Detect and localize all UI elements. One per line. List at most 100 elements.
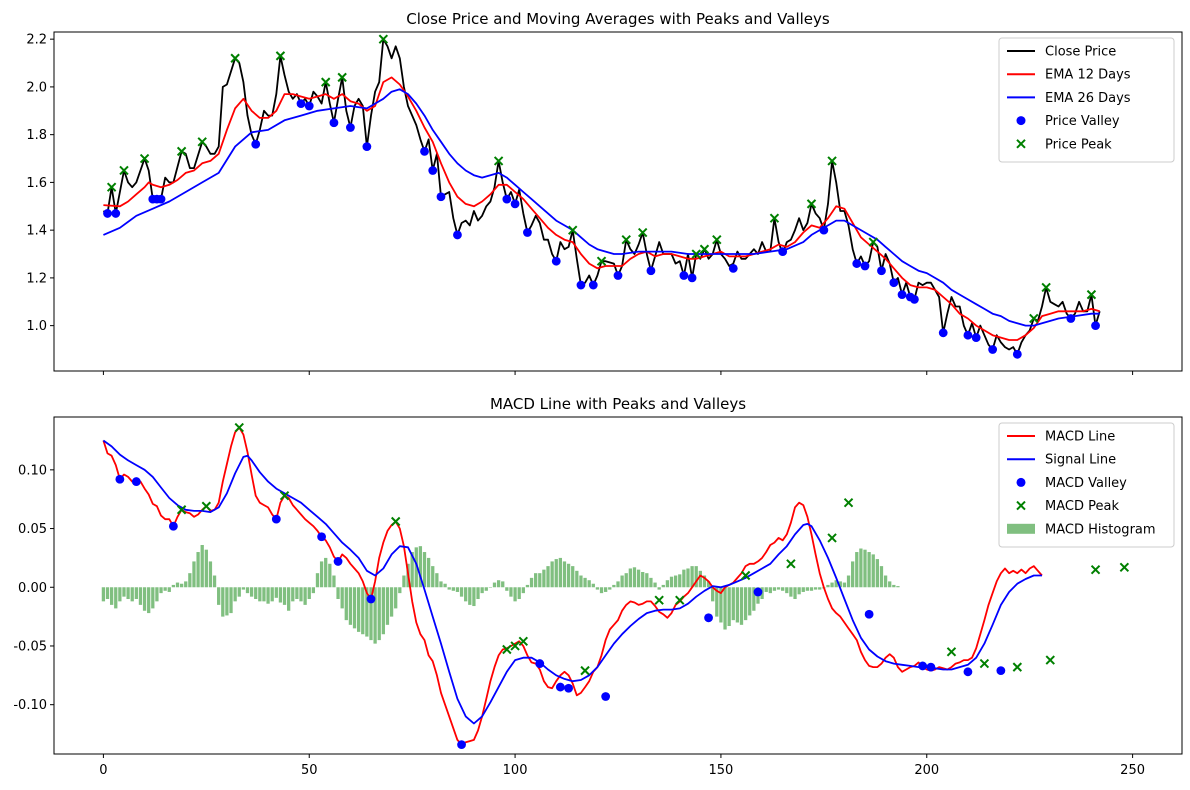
valley-marker [317, 532, 326, 542]
valley-marker [502, 194, 512, 204]
histogram-bar [743, 587, 748, 621]
histogram-bar [661, 584, 665, 588]
valley-marker [646, 266, 656, 276]
histogram-bar [690, 566, 694, 588]
valley-marker [1066, 314, 1076, 323]
histogram-bar [558, 557, 563, 588]
histogram-bar [525, 584, 530, 588]
valley-marker [918, 661, 928, 671]
histogram-bar [451, 587, 455, 591]
histogram-bar [521, 587, 525, 594]
legend: Close Price EMA 12 Days EMA 26 Days Price V… [998, 37, 1175, 163]
legend-box [998, 422, 1175, 548]
legend-label: EMA 12 Days [1045, 68, 1131, 83]
histogram-bar [422, 552, 427, 588]
y-tick-label: 1.6 [26, 176, 47, 191]
histogram-bar [550, 561, 554, 588]
histogram-bar [632, 567, 637, 588]
histogram-bar [612, 584, 616, 588]
histogram-bar [237, 587, 241, 597]
valley-marker [601, 692, 611, 701]
histogram-bar [488, 587, 493, 588]
peak-marker [1086, 289, 1097, 300]
histogram-bar [208, 561, 213, 588]
histogram-bar [789, 587, 793, 597]
histogram-bar [311, 587, 316, 594]
histogram-bar [365, 587, 369, 637]
histogram-bar [126, 587, 130, 600]
histogram-bar [196, 552, 200, 588]
x-tick-label: 100 [503, 763, 528, 778]
histogram-bar [373, 587, 377, 644]
legend-label: Close Price [1045, 45, 1116, 60]
axes-frame [53, 31, 1183, 372]
histogram-bar [114, 587, 118, 609]
valley-marker [251, 139, 261, 149]
valley-marker [1012, 349, 1022, 359]
histogram-bar [151, 587, 155, 609]
histogram-bar [332, 575, 336, 588]
valley-marker [971, 333, 981, 342]
histogram-bar [583, 577, 587, 588]
histogram-bar [575, 570, 579, 588]
histogram-bar [867, 552, 871, 588]
histogram-bar [147, 587, 151, 614]
histogram-bar [439, 581, 443, 588]
valley-marker [704, 613, 713, 623]
valley-marker [877, 266, 886, 276]
y-tick-label: 0.10 [18, 463, 47, 478]
peak-marker [946, 647, 957, 657]
peak-marker [786, 559, 796, 569]
histogram-bar [855, 552, 859, 588]
legend-x-swatch [1016, 139, 1026, 149]
histogram-bar [781, 587, 785, 591]
peak-marker [1029, 313, 1039, 324]
histogram-bar [768, 587, 772, 594]
histogram-bar [192, 561, 196, 588]
peak-marker [493, 156, 504, 166]
valley-marker [271, 514, 281, 524]
histogram-bar [319, 561, 324, 588]
y-tick-label: -0.10 [13, 698, 47, 713]
histogram-bar [706, 581, 711, 588]
histogram-bar [599, 587, 604, 594]
histogram-bar [694, 566, 698, 588]
histogram-bar [529, 577, 534, 588]
histogram-bar [859, 548, 863, 588]
histogram-bar [184, 581, 188, 588]
histogram-bar [274, 587, 278, 598]
legend-dot-swatch [1016, 116, 1026, 126]
histogram-bar [291, 587, 295, 602]
valley-marker [588, 280, 598, 290]
histogram-bar [254, 587, 258, 600]
histogram-bar [657, 587, 661, 590]
histogram-bar [361, 587, 365, 635]
histogram-bar [109, 587, 114, 605]
legend-box [998, 37, 1175, 163]
histogram-bar [468, 587, 472, 605]
histogram-bar [221, 587, 225, 617]
histogram-bar [282, 587, 287, 605]
histogram-bar [435, 573, 439, 588]
peak-marker [769, 213, 780, 223]
legend-bar-swatch [1007, 523, 1035, 534]
histogram-bar [793, 587, 797, 600]
histogram-bar [669, 576, 674, 588]
valley-marker [564, 683, 573, 693]
histogram-bar [801, 587, 805, 592]
histogram-bar [278, 587, 283, 603]
chart-title: Close Price and Moving Averages with Pea… [406, 10, 830, 28]
histogram-bar [665, 580, 670, 588]
histogram-bar [307, 587, 311, 600]
valley-marker [1091, 321, 1100, 331]
histogram-bar [200, 544, 204, 588]
histogram-bar [299, 587, 303, 602]
valley-marker [613, 271, 623, 280]
valley-marker [551, 256, 561, 266]
histogram-bar [834, 580, 838, 588]
histogram-bar [566, 563, 571, 588]
y-tick-label: 2.0 [26, 80, 47, 95]
histogram-bar [414, 547, 418, 588]
peak-marker [740, 570, 751, 581]
histogram-bar [217, 587, 221, 605]
